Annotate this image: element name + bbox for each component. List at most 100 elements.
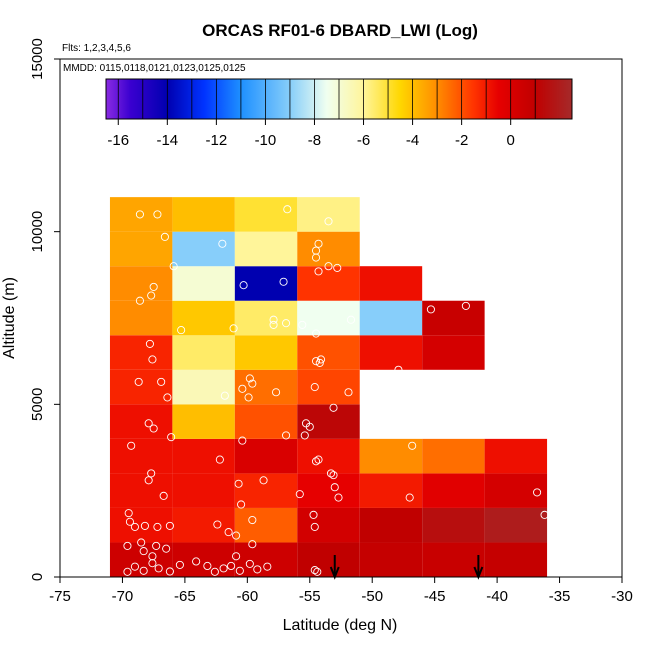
sample-point [145,339,154,348]
sample-point [227,561,236,570]
heatmap-cell [359,542,423,577]
heatmap-cell [234,197,298,232]
sample-point [314,239,323,248]
heatmap-cell [297,231,360,267]
sample-point [147,291,156,300]
sample-point [167,433,176,442]
y-tick-label: 15000 [29,38,46,80]
sample-point [311,457,321,466]
sample-point [540,510,549,519]
sample-point [269,315,278,324]
colorbar-tick-label: -10 [255,132,277,149]
colorbar-frame [105,78,573,120]
heatmap-cell [359,266,423,301]
heatmap-cell [297,197,360,232]
sample-point [148,355,157,364]
sample-point [300,431,309,440]
sample-point [232,552,241,561]
x-tick-label: -30 [611,588,633,605]
heatmap-cell [234,542,298,577]
heatmap-cell [234,369,298,405]
x-tick-label: -65 [174,588,196,605]
sample-point [324,262,333,271]
sample-point [218,239,227,248]
heatmap-cell [172,438,235,474]
sample-point [234,479,243,488]
sample-point [220,391,229,400]
x-tick-label: -70 [112,588,134,605]
colorbar-tick-label: -12 [206,132,228,149]
heatmap-cell [234,404,298,439]
sample-point [149,424,158,433]
heatmap-cell [234,507,298,543]
sample-point [329,403,338,412]
sample-point [330,483,339,492]
sample-point [160,232,169,241]
heatmap-cell [109,231,173,267]
sample-point [159,491,168,500]
sample-point [283,205,292,214]
sample-point [123,567,132,576]
sample-point [135,210,144,219]
heatmap-cell [297,266,360,301]
heatmap-cell [234,438,298,474]
sample-point [316,355,326,364]
sample-point [238,436,247,445]
plot-frame [59,58,623,578]
sample-point [311,253,321,262]
x-tick-label: -55 [299,588,321,605]
sample-point [157,377,166,386]
sample-point [310,566,319,575]
sample-point [130,522,139,531]
sample-point [139,547,148,556]
sample-point [144,476,153,485]
sample-point [279,277,288,286]
sample-point [263,562,272,571]
heatmap-cell [484,542,548,577]
sample-point [253,565,262,574]
colorbar-tick-label: -2 [455,132,468,149]
sample-point [334,493,343,502]
y-tick-label: 10000 [29,211,46,253]
heatmap-cell [297,300,360,336]
sample-point [298,320,307,329]
heatmap-cell [234,231,298,267]
y-tick-label: 5000 [29,388,46,421]
sample-point [344,388,353,397]
sample-point [239,281,248,290]
heatmap-cell [484,473,548,508]
sample-point [272,388,281,397]
heatmap-cell [109,300,173,336]
sample-point [533,488,542,497]
sample-point [165,521,174,530]
heatmap-cell [109,438,173,474]
heatmap-cell [297,335,360,370]
sample-point [245,374,254,383]
sample-point [244,393,253,402]
heatmap-cell [359,438,423,474]
sample-point [127,441,136,450]
sample-point [224,528,233,537]
heatmap-cell [484,507,548,543]
sample-point [461,301,470,310]
sample-point [203,561,212,570]
x-tick-label: -40 [486,588,508,605]
sample-point [163,393,172,402]
sample-point [232,531,241,540]
heatmap-cell [297,473,360,508]
sample-point [237,500,246,509]
heatmap-cell [172,369,235,405]
heatmap-cell [422,335,485,370]
heatmap-cell [172,542,235,577]
sample-point [314,267,323,276]
sample-point [134,377,143,386]
heatmap-cell [297,507,360,543]
flights-subtitle: Flts: 1,2,3,4,5,6 [62,43,131,54]
sample-point [215,455,224,464]
sample-point [310,522,319,531]
heatmap-cell [234,266,298,301]
sample-point [177,326,186,335]
y-tick-label: 0 [29,573,46,581]
sample-point [310,383,319,392]
heatmap-cell [422,473,485,508]
